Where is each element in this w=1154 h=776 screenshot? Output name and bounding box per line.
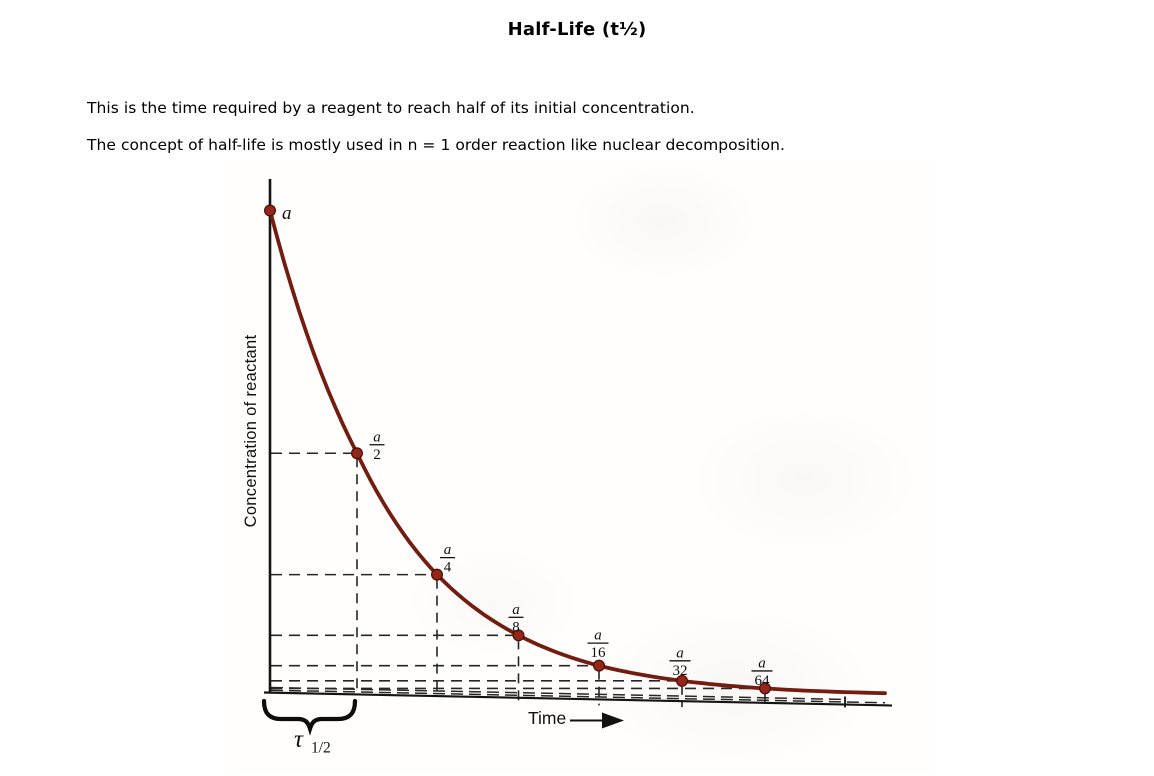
- fraction-denominator-4: 4: [444, 560, 452, 576]
- fraction-numerator-a-32: a: [676, 645, 684, 661]
- data-point-a-over-16: [592, 659, 605, 672]
- fraction-denominator-8: 8: [512, 619, 520, 635]
- fraction-numerator-a-8: a: [512, 602, 520, 618]
- x-axis: [263, 691, 893, 707]
- paragraph-halflife-usage: The concept of half-life is mostly used …: [87, 136, 785, 154]
- half-life-symbol: τ: [294, 726, 304, 753]
- page-title: Half-Life (t½): [507, 19, 647, 40]
- paragraph-halflife-definition: This is the time required by a reagent t…: [87, 99, 695, 117]
- scanned-figure-background: [225, 160, 931, 774]
- guide-horizontal-unlabeled-2: [270, 689, 886, 704]
- data-point-a-over-4: [431, 568, 444, 581]
- fraction-numerator-a-4: a: [444, 542, 452, 558]
- data-point-a-over-64: [758, 682, 771, 695]
- data-point-a-over-32: [675, 674, 688, 687]
- data-point-a-over-2: [351, 447, 364, 460]
- fraction-denominator-2: 2: [373, 447, 381, 463]
- data-point-a: [264, 204, 277, 217]
- time-arrow-head: [602, 712, 624, 729]
- fraction-numerator-a-16: a: [594, 628, 602, 644]
- data-point-a-over-8: [512, 629, 525, 642]
- fraction-denominator-32: 32: [673, 663, 688, 679]
- decay-curve: [268, 208, 887, 696]
- half-life-subscript: 1/2: [311, 740, 331, 757]
- fraction-numerator-a-2: a: [373, 429, 381, 445]
- guide-horizontal-unlabeled-1: [270, 686, 846, 701]
- point-label-a: a: [282, 203, 292, 224]
- half-life-brace: [261, 698, 358, 736]
- x-axis-label: Time: [528, 708, 566, 728]
- fraction-denominator-64: 64: [755, 673, 771, 689]
- fraction-denominator-16: 16: [591, 645, 607, 661]
- fraction-numerator-a-64: a: [758, 655, 766, 671]
- y-axis-label: Concentration of reactant: [242, 334, 260, 527]
